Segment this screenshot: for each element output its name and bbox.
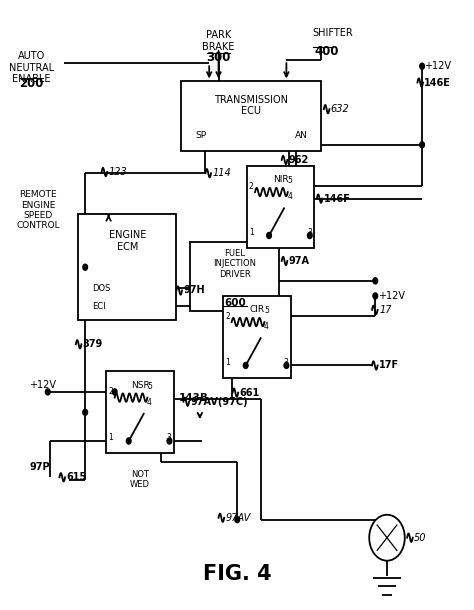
Circle shape [267,232,272,239]
Text: 3: 3 [307,228,312,237]
Text: 2: 2 [226,312,230,321]
Text: 97AV: 97AV [226,513,251,523]
Text: 200: 200 [19,76,44,90]
Text: CIR: CIR [250,305,264,314]
Text: PARK
BRAKE: PARK BRAKE [202,30,235,52]
Circle shape [373,293,378,299]
Circle shape [308,232,312,239]
Text: FUEL
INJECTION
DRIVER: FUEL INJECTION DRIVER [213,249,256,279]
Bar [246,166,314,248]
Circle shape [420,63,424,70]
Circle shape [46,389,50,395]
Text: 632: 632 [331,104,350,114]
Text: 146E: 146E [424,77,451,88]
Text: DOS: DOS [92,284,110,293]
Text: FIG. 4: FIG. 4 [203,564,272,584]
Text: TRANSMISSION
ECU: TRANSMISSION ECU [214,95,288,117]
Text: ECI: ECI [92,302,106,311]
Text: 600: 600 [224,298,246,307]
Bar [223,296,291,378]
Text: 97H: 97H [183,285,205,295]
Text: 4: 4 [147,398,152,407]
Circle shape [373,278,378,284]
Text: 5: 5 [264,306,269,315]
Text: 17: 17 [379,305,392,315]
Text: ENGINE
ECM: ENGINE ECM [109,230,146,251]
Text: 379: 379 [83,339,103,350]
Text: 1: 1 [226,358,230,367]
Text: 2: 2 [109,387,113,397]
Circle shape [369,515,405,561]
Text: 3: 3 [167,434,172,442]
Circle shape [235,517,239,523]
Text: 5: 5 [147,382,152,390]
Text: 17F: 17F [379,361,399,370]
Circle shape [284,362,289,368]
Text: 143B: 143B [179,393,209,403]
Text: 4: 4 [287,193,292,201]
Text: +12V: +12V [424,61,451,71]
Text: REMOTE
ENGINE
SPEED
CONTROL: REMOTE ENGINE SPEED CONTROL [17,190,60,231]
Text: SP: SP [195,131,206,140]
Text: 962: 962 [289,155,309,165]
Circle shape [83,264,88,270]
Text: 50: 50 [414,533,427,543]
Text: AUTO
NEUTRAL
ENABLE: AUTO NEUTRAL ENABLE [9,51,54,84]
Text: 4: 4 [264,323,269,331]
Text: 1: 1 [109,434,113,442]
Text: NSR: NSR [131,381,149,390]
Text: 97A: 97A [289,256,310,266]
Text: 123: 123 [109,167,128,177]
Text: 615: 615 [66,472,87,483]
Bar [181,81,321,151]
Text: +12V: +12V [378,291,405,301]
Text: NOT
WED: NOT WED [130,470,150,489]
Text: NIR: NIR [273,175,288,184]
Text: 3: 3 [284,358,289,367]
Text: 114: 114 [212,168,231,178]
Text: 1: 1 [249,228,254,237]
Text: 97AV(97C): 97AV(97C) [191,396,248,407]
Text: 5: 5 [287,176,292,185]
Text: 97P: 97P [29,462,50,472]
Bar [191,242,279,311]
Bar [106,371,174,453]
Bar [78,214,176,320]
Text: SHIFTER: SHIFTER [312,28,353,38]
Text: +12V: +12V [29,379,56,390]
Text: 400: 400 [314,45,339,58]
Text: 300: 300 [206,51,231,64]
Circle shape [167,438,172,444]
Circle shape [127,438,131,444]
Circle shape [112,389,117,395]
Text: 146F: 146F [324,193,351,204]
Circle shape [83,409,88,415]
Text: 661: 661 [239,387,260,398]
Circle shape [420,142,424,148]
Text: 2: 2 [249,182,254,191]
Text: AN: AN [294,131,308,140]
Circle shape [243,362,248,368]
